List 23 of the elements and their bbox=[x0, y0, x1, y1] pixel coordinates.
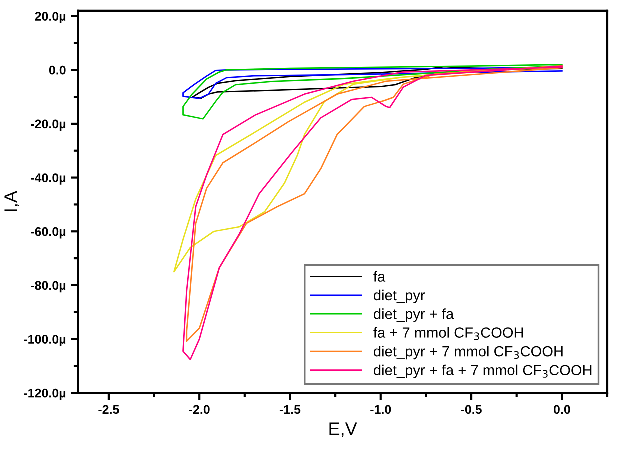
y-tick-label: -20.0µ bbox=[31, 120, 66, 132]
legend-label: fa + 7 mmol CF$_{3}$COOH bbox=[374, 327, 524, 340]
y-tick-label: -120.0µ bbox=[24, 388, 66, 400]
y-tick-label: 20.0µ bbox=[35, 12, 66, 24]
legend-label: diet_pyr + fa bbox=[374, 308, 454, 322]
x-axis-title: E,V bbox=[330, 422, 358, 438]
y-tick-label: 0.0 bbox=[49, 66, 66, 75]
x-tick-label: -1.0 bbox=[370, 405, 392, 414]
y-tick-label: -40.0µ bbox=[31, 174, 66, 185]
legend-label: diet_pyr bbox=[374, 290, 426, 304]
x-tick-label: -0.5 bbox=[461, 405, 482, 414]
x-tick-label: -2.5 bbox=[98, 405, 120, 414]
x-tick-label: -1.5 bbox=[280, 405, 301, 414]
line-series bbox=[182, 64, 563, 120]
legend-label: diet_pyr + 7 mmol CF$_{3}$COOH bbox=[374, 346, 563, 360]
y-tick-label: -100.0µ bbox=[24, 335, 66, 346]
legend-label: fa bbox=[374, 271, 386, 282]
y-tick-label: -60.0µ bbox=[31, 227, 66, 239]
x-tick-label: 0.0 bbox=[554, 405, 570, 414]
y-tick-label: -80.0µ bbox=[31, 281, 66, 293]
x-tick-label: -2.0 bbox=[189, 405, 210, 414]
y-axis-title: I,A bbox=[4, 191, 20, 212]
legend-label: diet_pyr + fa + 7 mmol CF$_{3}$COOH bbox=[374, 364, 592, 378]
